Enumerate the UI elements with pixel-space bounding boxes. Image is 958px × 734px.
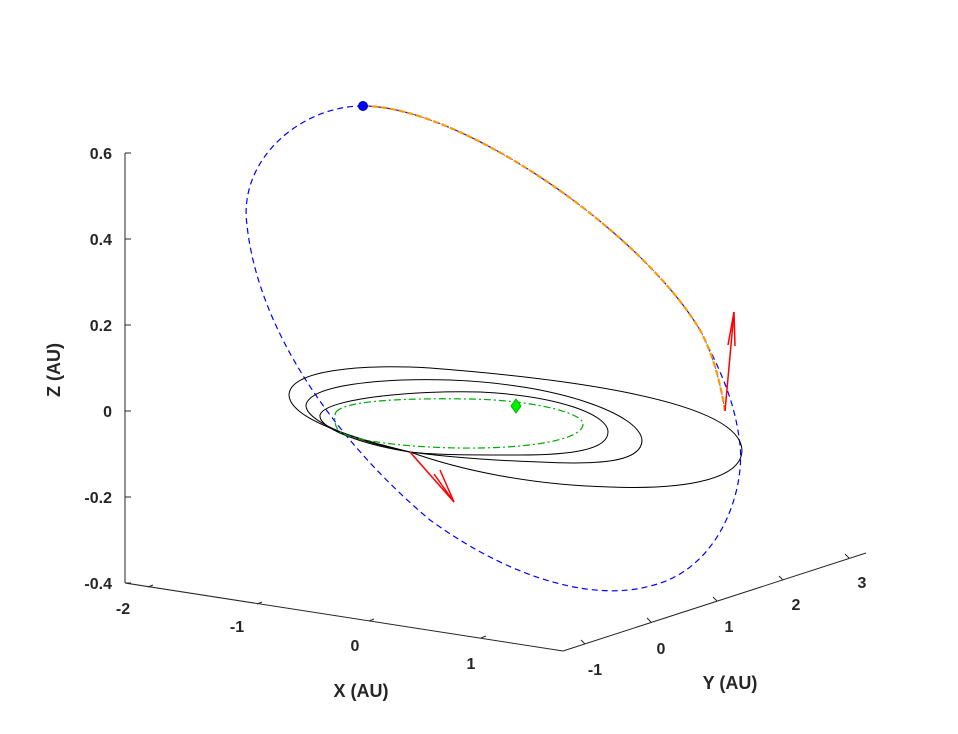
z-tick-label: -0.2 [84, 490, 112, 507]
thrust-vector-upper-arrowhead [727, 311, 736, 347]
x-axis-line [124, 582, 564, 652]
thrust-vector-lower [409, 451, 455, 503]
z-tick-label: 0 [103, 404, 112, 421]
y-tick [580, 639, 586, 645]
x-tick [147, 584, 154, 588]
spiral-orbit-inner [319, 391, 609, 456]
x-tick-label: 0 [351, 638, 360, 655]
z-tick-label: -0.4 [84, 576, 112, 593]
y-tick-label: 0 [657, 641, 666, 658]
x-tick [256, 601, 263, 605]
x-tick-labels: -2 -1 0 1 [116, 601, 476, 673]
y-tick [712, 596, 718, 602]
y-tick-label: 1 [725, 619, 734, 636]
transfer-arc-series [362, 104, 727, 412]
spiral-orbit-outer [288, 366, 743, 488]
y-tick-label: -1 [588, 662, 602, 679]
axes [124, 153, 867, 652]
z-axis-title: Z (AU) [44, 343, 64, 397]
y-axis-title: Y (AU) [703, 673, 758, 693]
y-tick [844, 553, 850, 559]
ticks [125, 152, 850, 645]
arrival-marker [510, 398, 522, 414]
thrust-vector-upper [724, 311, 735, 412]
y-axis-line [562, 552, 867, 652]
thrust-vector-lower-arrowhead [433, 469, 455, 503]
transfer-orbit-series [245, 105, 742, 592]
x-tick-label: 1 [467, 656, 476, 673]
earth-orbit-series [334, 398, 584, 449]
x-tick-label: -1 [230, 619, 244, 636]
spiral-orbits-series [288, 366, 743, 488]
departure-marker [358, 101, 368, 111]
y-tick-label: 2 [792, 597, 801, 614]
x-tick [480, 635, 487, 639]
thrust-vectors [409, 311, 736, 503]
z-tick-labels: 0.6 0.4 0.2 0 -0.2 -0.4 [84, 146, 112, 593]
x-axis-title: X (AU) [334, 681, 389, 701]
z-tick-label: 0.4 [90, 232, 112, 249]
y-tick-label: 3 [858, 575, 867, 592]
y-tick [778, 575, 784, 581]
y-tick-labels: -1 0 1 2 3 [588, 575, 867, 679]
x-tick-label: -2 [116, 601, 130, 618]
spiral-orbit-middle [305, 379, 643, 464]
x-tick [368, 618, 375, 622]
y-tick [646, 617, 652, 623]
transfer-arc-underlay-series [362, 105, 726, 412]
z-tick-label: 0.2 [90, 318, 112, 335]
z-tick-label: 0.6 [90, 146, 112, 163]
